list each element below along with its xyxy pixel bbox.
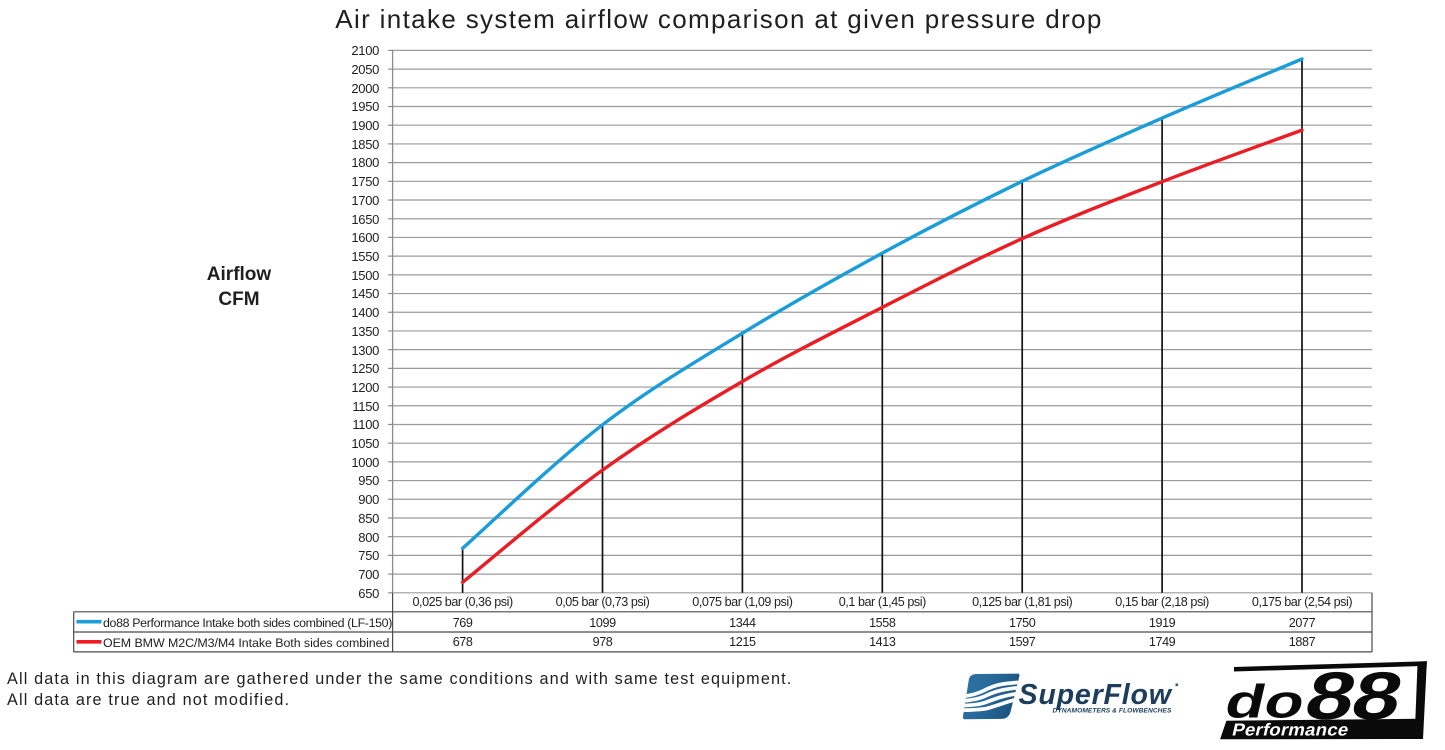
svg-text:Performance: Performance: [1230, 719, 1351, 739]
svg-text:88: 88: [1299, 657, 1409, 733]
svg-text:do: do: [1220, 675, 1310, 727]
svg-text:SuperFlow: SuperFlow: [1019, 679, 1173, 711]
svg-text:DYNAMOMETERS & FLOWBENCHES: DYNAMOMETERS & FLOWBENCHES: [1053, 708, 1173, 715]
